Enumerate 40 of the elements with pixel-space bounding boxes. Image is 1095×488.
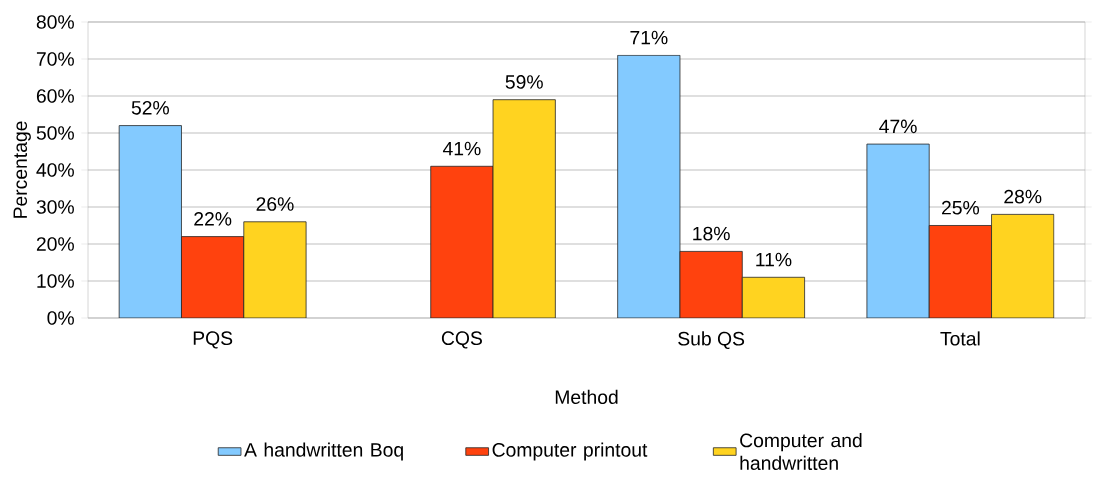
legend-label: Computer printout [492,442,648,461]
y-tick-label: 30% [36,200,74,214]
data-label: 18% [693,226,730,241]
bar [430,165,494,318]
bar [617,55,680,318]
bar [742,277,805,318]
y-tick-label: 0% [47,311,74,325]
x-tick-label: Total [940,331,980,346]
bar [866,143,930,318]
x-tick-label: PQS [193,331,233,349]
data-label: 26% [256,197,294,211]
x-axis-title: Method [555,389,618,405]
data-label: 47% [879,119,917,134]
data-label: 11% [756,252,792,267]
y-tick-label: 80% [36,15,74,29]
bar [679,251,743,318]
y-tick-label: 20% [36,237,74,251]
y-tick-label: 70% [36,52,74,66]
y-axis-title: Percentage [13,121,31,218]
y-tick-label: 50% [36,126,74,140]
y-tick-label: 10% [37,274,74,288]
data-label: 59% [505,75,543,89]
legend-label: A handwritten Boq [244,442,403,461]
y-tick-label: 60% [36,89,74,103]
data-label: 41% [442,141,481,156]
data-label: 71% [630,30,668,45]
bar [991,213,1055,318]
bar [118,125,182,318]
bar [928,225,992,318]
data-label: 25% [942,200,980,215]
y-tick-label: 40% [36,163,74,177]
x-tick-label: Sub QS [678,331,745,350]
bar [243,221,307,318]
bar [492,99,556,318]
data-label: 22% [194,212,232,226]
bar [181,236,245,318]
data-label: 28% [1004,189,1042,204]
x-tick-label: CQS [441,331,482,349]
data-label: 52% [131,100,169,115]
legend-label: Computer and handwritten [740,433,862,470]
